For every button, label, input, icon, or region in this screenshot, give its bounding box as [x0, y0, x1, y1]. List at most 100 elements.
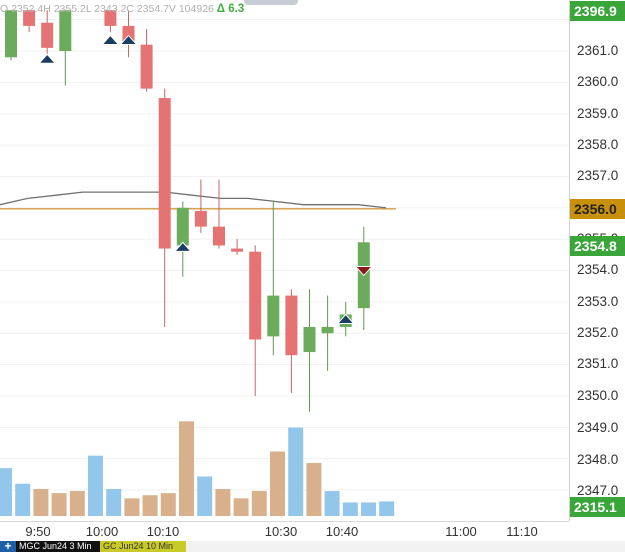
candle: [5, 10, 17, 61]
candle-body: [5, 10, 17, 58]
tab-mgc-3min[interactable]: MGC Jun24 3 Min: [16, 541, 104, 552]
candle-body: [194, 210, 207, 227]
price-label: 2358.0: [577, 137, 619, 152]
buy-marker-icon: [119, 34, 138, 45]
candle-body: [176, 207, 189, 246]
candle: [158, 88, 171, 327]
candles: [5, 10, 370, 412]
price-tag-level: 2356.0: [570, 199, 625, 219]
volume-bar: [15, 483, 31, 516]
volume-bar: [197, 476, 213, 516]
volume-bar: [142, 495, 158, 516]
time-label: 9:50: [25, 524, 51, 539]
time-label: 10:40: [325, 524, 359, 539]
candle-body: [303, 326, 316, 353]
price-label: 2350.0: [577, 388, 619, 403]
chart-tab-bar: [0, 541, 625, 552]
volume-bar: [379, 501, 395, 516]
ohlc-values: O 2352.4H 2355.2L 2343.2C 2354.7V 104926: [0, 3, 214, 15]
time-label: 11:00: [445, 524, 477, 539]
candle: [231, 239, 244, 255]
candle-body: [158, 98, 171, 249]
price-label: 2361.0: [577, 43, 619, 58]
price-tag-last: 2354.8: [570, 236, 625, 256]
candle-body: [59, 10, 72, 51]
candle: [194, 179, 207, 233]
volume-bar: [0, 468, 12, 516]
buy-marker-icon: [336, 313, 355, 325]
volume-bars: [0, 421, 395, 516]
candle-body: [23, 10, 36, 26]
candle: [140, 29, 153, 92]
buy-marker-icon: [173, 241, 192, 252]
volume-bar: [69, 491, 85, 516]
volume-bar: [306, 462, 322, 516]
volume-bar: [88, 455, 103, 516]
candle: [285, 289, 298, 393]
candle: [357, 226, 370, 331]
buy-marker-icon: [38, 53, 57, 64]
price-label: 2352.0: [577, 325, 619, 340]
candle-body: [285, 295, 298, 356]
price-change: Δ 6.3: [216, 3, 245, 15]
price-label: 2353.0: [577, 294, 619, 309]
time-label: 10:10: [146, 524, 180, 539]
candle: [249, 245, 262, 396]
candle-body: [104, 10, 117, 26]
price-label: 2351.0: [577, 356, 619, 371]
volume-bar: [233, 498, 249, 516]
time-label: 11:10: [506, 524, 538, 539]
buy-marker-icon: [101, 34, 120, 45]
price-tag-top: 2396.9: [570, 1, 625, 21]
volume-bar: [33, 488, 49, 516]
candle-body: [249, 251, 262, 340]
scroll-handle[interactable]: [244, 0, 298, 5]
price-label: 2359.0: [577, 106, 619, 121]
candle-body: [231, 248, 244, 252]
candle: [213, 179, 225, 249]
candle: [59, 10, 72, 86]
candle: [122, 10, 135, 58]
add-chart-button[interactable]: +: [0, 540, 16, 552]
chart-grid: [0, 19, 569, 491]
time-label: 10:00: [85, 524, 119, 539]
tab-gc-10min[interactable]: GC Jun24 10 Min: [100, 541, 186, 552]
price-label: 2347.0: [577, 483, 619, 498]
candle: [303, 289, 316, 412]
volume-bar: [251, 491, 267, 516]
candle-body: [122, 25, 135, 42]
candle-body: [140, 44, 153, 89]
volume-bar: [270, 451, 285, 516]
candle: [104, 10, 117, 33]
volume-bar: [324, 491, 340, 516]
trade-markers: [38, 34, 373, 325]
price-label: 2348.0: [577, 452, 619, 467]
candle: [321, 295, 334, 371]
volume-bar: [288, 427, 304, 516]
candle: [23, 10, 36, 33]
volume-bar: [342, 502, 358, 516]
candle: [176, 201, 189, 277]
price-label: 2349.0: [577, 420, 619, 435]
price-tag-bottom: 2315.1: [570, 497, 625, 517]
volume-bar: [160, 493, 176, 516]
candle-body: [213, 226, 225, 246]
price-label: 2360.0: [577, 74, 619, 89]
price-label: 2357.0: [577, 168, 619, 183]
volume-bar: [361, 502, 376, 516]
volume-bar: [215, 488, 231, 516]
ohlc-header: O 2352.4H 2355.2L 2343.2C 2354.7V 104926…: [0, 3, 244, 15]
indicator-lines: [0, 191, 396, 210]
candle-body: [321, 326, 334, 334]
volume-bar: [51, 493, 67, 516]
candle-body: [267, 295, 280, 337]
moving-average-line: [0, 191, 387, 209]
volume-bar: [179, 421, 194, 516]
volume-bar: [124, 498, 140, 516]
volume-bar: [106, 488, 122, 516]
candle: [267, 201, 280, 356]
candle-body: [41, 22, 54, 48]
price-label: 2354.0: [577, 262, 619, 277]
sell-marker-icon: [354, 266, 373, 277]
